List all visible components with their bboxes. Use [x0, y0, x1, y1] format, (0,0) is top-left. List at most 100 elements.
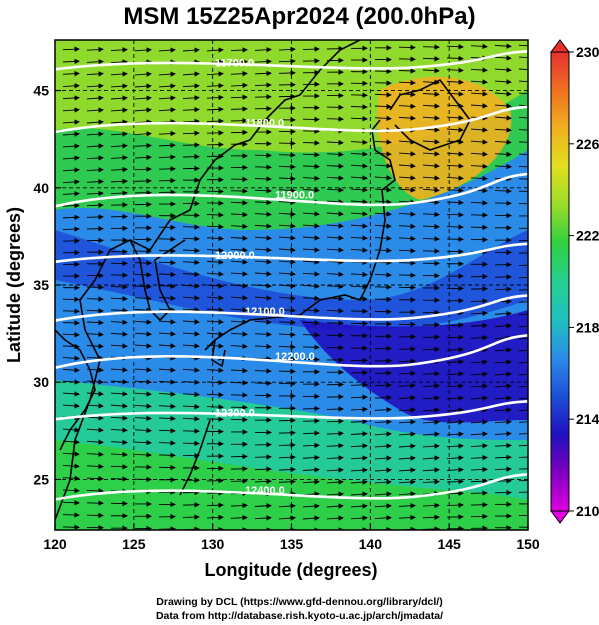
- wind-arrow: [86, 155, 104, 161]
- wind-arrow: [326, 479, 344, 485]
- wind-arrow: [326, 455, 344, 461]
- wind-arrow: [134, 166, 152, 172]
- wind-arrow: [62, 226, 80, 232]
- wind-arrow: [422, 67, 440, 74]
- wind-arrow: [278, 46, 296, 53]
- wind-arrow: [158, 391, 176, 397]
- wind-arrow: [398, 235, 416, 242]
- wind-arrow: [302, 442, 320, 449]
- wind-arrow: [230, 82, 248, 89]
- wind-arrow: [326, 235, 344, 241]
- wind-arrow: [422, 56, 440, 62]
- wind-arrow: [494, 383, 512, 389]
- wind-arrow: [374, 92, 392, 98]
- wind-arrow: [302, 259, 320, 265]
- wind-arrow: [254, 319, 272, 325]
- wind-arrow: [446, 371, 464, 377]
- wind-arrow: [158, 142, 176, 149]
- wind-arrow: [206, 343, 224, 349]
- colorbar-top-arrow: [550, 39, 570, 53]
- wind-arrow: [158, 319, 176, 325]
- y-tick-label: 25: [33, 471, 49, 487]
- wind-arrow: [254, 515, 272, 521]
- wind-arrow: [470, 43, 488, 50]
- wind-arrow: [422, 211, 440, 218]
- wind-arrow: [254, 259, 272, 265]
- wind-arrow: [350, 115, 368, 122]
- field-band: [55, 230, 528, 330]
- wind-arrow: [110, 131, 128, 137]
- wind-arrow: [62, 512, 80, 518]
- wind-arrow: [470, 163, 488, 169]
- wind-arrow: [206, 392, 224, 398]
- wind-arrow: [470, 139, 488, 145]
- wind-arrow: [350, 491, 368, 497]
- wind-arrow: [374, 247, 392, 254]
- wind-arrow: [518, 456, 528, 458]
- wind-arrow: [278, 454, 296, 460]
- wind-arrow: [326, 467, 344, 473]
- wind-arrow: [278, 503, 296, 509]
- wind-arrow: [86, 488, 104, 494]
- wind-arrow: [62, 179, 80, 185]
- wind-arrow: [230, 211, 248, 218]
- wind-arrow: [302, 46, 320, 52]
- wind-arrow: [278, 344, 296, 350]
- wind-arrow: [62, 451, 80, 457]
- wind-arrow: [518, 409, 528, 412]
- wind-arrow: [494, 323, 512, 329]
- colorbar-tick-label: 226: [576, 136, 599, 152]
- wind-arrow: [350, 187, 368, 193]
- contour-line: [55, 294, 528, 322]
- wind-arrow: [398, 223, 416, 230]
- wind-arrow: [446, 478, 464, 485]
- wind-arrow: [158, 283, 176, 289]
- wind-arrow: [350, 503, 368, 509]
- wind-arrow: [494, 115, 512, 121]
- wind-arrow: [230, 94, 248, 100]
- wind-arrow: [518, 264, 528, 266]
- wind-arrow: [350, 406, 368, 413]
- wind-arrow: [446, 212, 464, 218]
- wind-arrow: [470, 322, 488, 329]
- wind-arrow: [158, 307, 176, 313]
- wind-arrow: [254, 295, 272, 301]
- wind-arrow: [182, 367, 200, 373]
- contour-line: [55, 172, 528, 208]
- wind-arrow: [374, 235, 392, 241]
- wind-arrow: [350, 175, 368, 181]
- wind-arrow: [278, 283, 296, 289]
- wind-arrow: [62, 439, 80, 445]
- colorbar-tick-label: 218: [576, 319, 599, 335]
- wind-arrow: [230, 106, 248, 112]
- wind-arrow: [494, 79, 512, 85]
- wind-arrow: [374, 394, 392, 401]
- colorbar-tick-label: 210: [576, 503, 599, 519]
- wind-arrow: [494, 103, 512, 109]
- x-tick-label: 150: [516, 536, 540, 552]
- wind-arrow: [422, 514, 440, 520]
- wind-arrow: [518, 337, 528, 340]
- y-axis-ticks: 25 30 35 40 45: [33, 83, 61, 487]
- wind-arrow: [110, 379, 128, 385]
- wind-arrow: [158, 107, 176, 113]
- wind-arrow: [206, 212, 224, 218]
- wind-arrow: [206, 283, 224, 289]
- wind-arrow: [254, 235, 272, 241]
- wind-arrow: [62, 214, 80, 221]
- wind-arrow: [494, 442, 512, 449]
- wind-arrow: [230, 478, 248, 484]
- wind-arrow: [86, 190, 104, 197]
- wind-arrow: [398, 491, 416, 497]
- wind-arrow: [518, 56, 528, 59]
- wind-arrow: [110, 95, 128, 101]
- wind-arrow: [518, 361, 528, 364]
- wind-arrow: [302, 271, 320, 277]
- wind-arrow: [62, 131, 80, 137]
- wind-arrow: [398, 382, 416, 389]
- wind-arrow: [182, 236, 200, 242]
- wind-arrow: [494, 395, 512, 401]
- wind-arrow: [446, 490, 464, 497]
- wind-arrow: [86, 415, 104, 421]
- wind-arrow: [518, 349, 528, 352]
